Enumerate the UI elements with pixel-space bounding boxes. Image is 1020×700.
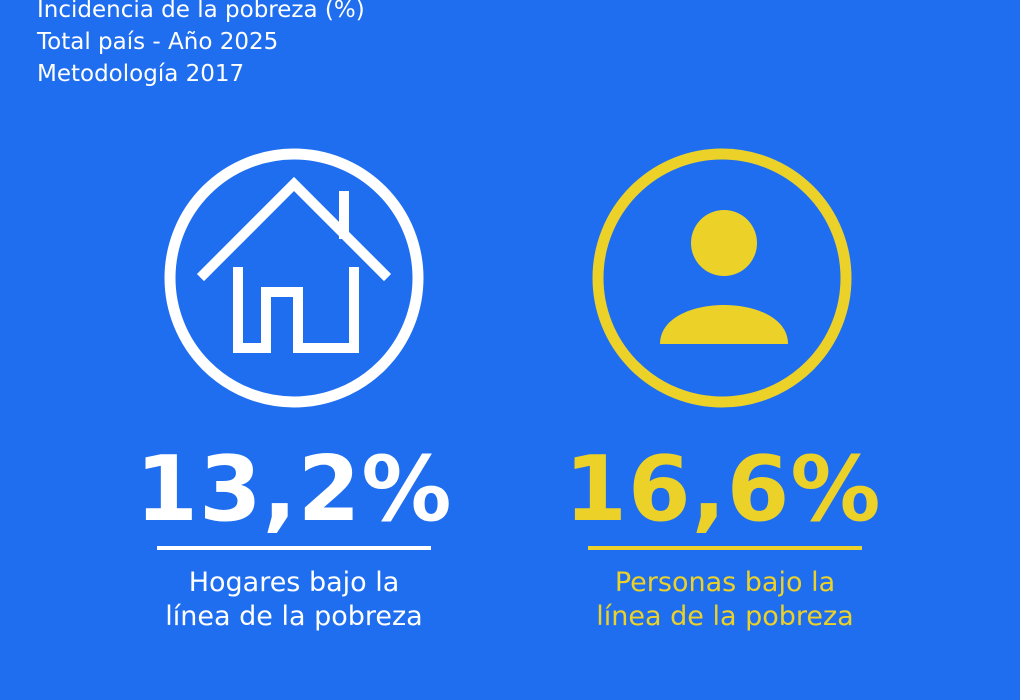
hogares-value: 13,2% bbox=[135, 437, 453, 542]
hogares-divider bbox=[157, 546, 431, 550]
personas-caption-line2: línea de la pobreza bbox=[596, 601, 854, 632]
personas-divider bbox=[588, 546, 862, 550]
hogares-caption: Hogares bajo la línea de la pobreza bbox=[114, 566, 474, 634]
person-icon bbox=[592, 148, 852, 408]
header-title: Incidencia de la pobreza (%) bbox=[37, 0, 365, 23]
personas-caption-line1: Personas bajo la bbox=[614, 567, 836, 598]
header-subtitle: Total país - Año 2025 bbox=[37, 29, 279, 55]
hogares-caption-line2: línea de la pobreza bbox=[165, 601, 423, 632]
personas-value: 16,6% bbox=[564, 437, 882, 542]
person-badge bbox=[590, 146, 854, 410]
header: Incidencia de la pobreza (%) Total país … bbox=[37, 0, 365, 90]
header-methodology: Metodología 2017 bbox=[37, 61, 245, 87]
hogares-caption-line1: Hogares bajo la bbox=[188, 567, 400, 598]
house-icon bbox=[164, 148, 424, 408]
house-badge bbox=[162, 146, 426, 410]
personas-caption: Personas bajo la línea de la pobreza bbox=[545, 566, 905, 634]
